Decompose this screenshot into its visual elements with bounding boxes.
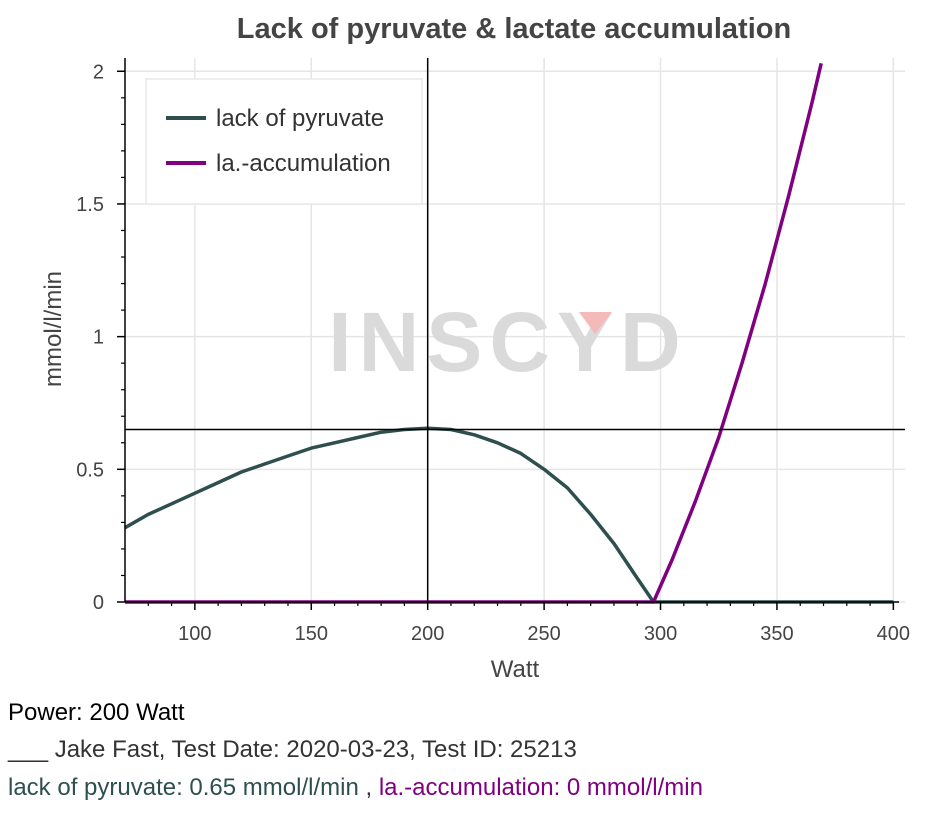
watermark-text: INSCYD [328, 295, 687, 389]
chart: INSCYD 100 150 200 250 300 350 400 0 0.5 1 1.5 2 La… [40, 13, 910, 683]
power-readout: Power: 200 Watt [8, 699, 185, 726]
x-tick-label: 350 [760, 623, 793, 645]
x-tick-label: 200 [411, 623, 444, 645]
legend-label-lack-of-pyruvate: lack of pyruvate [216, 105, 384, 132]
lactate-value: la.-accumulation: 0 mmol/l/min [378, 774, 703, 801]
series-line-lack-of-pyruvate [124, 426, 894, 604]
athlete-test-info: ___ Jake Fast, Test Date: 2020-03-23, Te… [8, 736, 577, 763]
value-separator: , [365, 774, 373, 801]
chart-title: Lack of pyruvate & lactate accumulation [237, 13, 791, 45]
x-tick-label: 400 [877, 623, 910, 645]
legend-box [145, 78, 423, 205]
y-tick-label: 1 [93, 327, 104, 349]
y-tick-label: 0 [93, 592, 104, 614]
x-axis-label: Watt [491, 656, 540, 683]
y-tick-label: 0.5 [76, 459, 104, 481]
pyruvate-value: lack of pyruvate: 0.65 mmol/l/min [8, 774, 359, 801]
x-tick-label: 150 [295, 623, 328, 645]
legend-label-la-accumulation: la.-accumulation [216, 150, 391, 177]
y-axis-label: mmol/l/min [40, 271, 67, 387]
x-tick-label: 300 [644, 623, 677, 645]
inscyd-watermark: INSCYD [328, 295, 687, 389]
x-tick-label: 250 [527, 623, 560, 645]
x-tick-label: 100 [178, 623, 211, 645]
crosshair-values: lack of pyruvate: 0.65 mmol/l/min , la.-… [8, 774, 703, 802]
legend: lack of pyruvate la.-accumulation [145, 78, 423, 205]
y-tick-label: 1.5 [76, 194, 104, 216]
y-tick-label: 2 [93, 61, 104, 83]
watermark-y-accent [579, 312, 612, 334]
crosshair [125, 58, 905, 602]
axes: 100 150 200 250 300 350 400 0 0.5 1 1.5 2 [76, 58, 910, 645]
